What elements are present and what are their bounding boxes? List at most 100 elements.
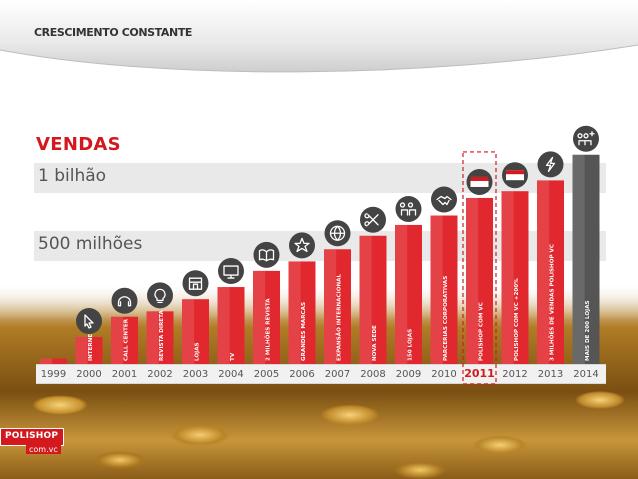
store-icon	[188, 277, 203, 290]
bar-label-2011: POLISHOP COM VC	[479, 302, 485, 361]
plus-people-circle	[573, 125, 599, 152]
store-logo-icon	[506, 170, 524, 181]
highlight-box-2011	[462, 151, 497, 385]
handshake-circle	[431, 186, 457, 213]
logo-brand: POLISHOP	[5, 431, 59, 441]
bar-label-2006: GRANDES MARCAS	[301, 302, 307, 361]
bar-2014	[572, 154, 600, 364]
header-swoosh	[0, 44, 638, 90]
bar-shine-2009	[395, 224, 408, 364]
cursor-icon	[84, 314, 94, 329]
bar-label-2003: LOJAS	[195, 342, 201, 361]
bar-2011	[466, 197, 493, 364]
bar-shine-2003	[182, 299, 195, 364]
lightning-circle	[537, 151, 564, 178]
bar-label-2010: PARCERIAS CORPORATIVAS	[443, 276, 449, 361]
year-label-1999: 1999	[41, 369, 66, 380]
bar-2000	[75, 337, 103, 364]
bar-label-2002: REVISTA DIRETA	[159, 310, 165, 361]
year-label-2013: 2013	[538, 369, 563, 380]
bar-shine-2002	[146, 311, 159, 364]
bar-2004	[217, 287, 245, 364]
bar-2010	[430, 215, 458, 364]
bar-shine-2001	[111, 316, 124, 364]
bar-label-2008: NOVA SEDE	[372, 325, 378, 361]
star-icon	[294, 237, 310, 253]
year-label-2014: 2014	[573, 369, 598, 380]
globe-icon	[329, 225, 346, 241]
book-icon	[258, 249, 275, 262]
bar-2012	[501, 191, 529, 364]
bar-label-2004: TV	[230, 352, 236, 361]
year-label-2001: 2001	[112, 369, 137, 380]
bar-label-2012: POLISHOP COM VC +200%	[514, 278, 520, 361]
bar-label-2009: 150 LOJAS	[408, 329, 414, 361]
bar-2002	[146, 311, 174, 364]
bar-label-2005: 2 MILHÕES REVISTA	[265, 298, 272, 361]
bar-label-2013: 3 MILHÕES DE VENDAS POLISHOP VC	[549, 244, 556, 361]
polishop-logo-icon-stripe	[470, 176, 489, 181]
bar-shine-2007	[324, 249, 337, 364]
plus-people-icon	[577, 131, 595, 146]
page-title: CRESCIMENTO CONSTANTE	[34, 26, 193, 39]
bar-label-2001: CALL CENTER	[124, 318, 130, 361]
bar-shine-1999	[40, 358, 53, 364]
bar-label-2000: INTERNET	[88, 330, 94, 361]
lightning-icon	[545, 156, 556, 173]
year-label-2005: 2005	[254, 369, 279, 380]
bar-shine-2010	[430, 215, 443, 364]
bar-shine-2000	[75, 337, 88, 364]
year-label-2004: 2004	[218, 369, 243, 380]
bar-2006	[288, 261, 316, 364]
handshake-icon	[436, 195, 452, 206]
year-label-2008: 2008	[360, 369, 385, 380]
lightbulb-circle	[147, 282, 173, 309]
bar-2003	[182, 299, 209, 364]
year-label-2002: 2002	[147, 369, 172, 380]
tv-circle	[218, 258, 244, 285]
logo-box: POLISHOP	[0, 428, 64, 446]
year-label-2007: 2007	[325, 369, 350, 380]
year-label-2000: 2000	[76, 369, 101, 380]
bar-shine-2014	[572, 154, 585, 364]
bar-shine-2005	[253, 270, 266, 364]
chart-title: VENDAS	[36, 134, 121, 155]
tv-icon	[223, 265, 239, 279]
polishop-logo: POLISHOP com.vc	[0, 428, 72, 458]
bar-shine-2013	[537, 180, 550, 364]
bar-2008	[359, 235, 387, 364]
year-label-2006: 2006	[289, 369, 314, 380]
bar-2005	[253, 270, 280, 364]
bar-shine-2012	[501, 191, 514, 364]
star-circle	[289, 232, 315, 259]
coins-fade	[0, 280, 638, 320]
people-circle	[395, 195, 422, 222]
bar-1999	[40, 358, 67, 364]
people-icon	[399, 202, 417, 216]
bar-label-2007: EXPANSÃO INTERNACIONAL	[336, 274, 343, 361]
logo-sub: com.vc	[26, 445, 61, 454]
year-label-2009: 2009	[396, 369, 421, 380]
bar-label-2014: MAIS DE 200 LOJAS	[585, 300, 591, 361]
polishop-logo-icon	[470, 176, 489, 187]
bar-shine-2004	[217, 287, 230, 364]
store-circle	[182, 270, 209, 297]
year-label-2010: 2010	[431, 369, 456, 380]
bar-shine-2006	[288, 261, 301, 364]
year-label-2011: 2011	[464, 367, 495, 380]
headset-circle	[111, 287, 138, 314]
bar-2001	[111, 316, 138, 364]
scissors-icon	[364, 213, 379, 227]
level-label-500m: 500 milhões	[38, 234, 143, 254]
cursor-circle	[76, 308, 102, 334]
lightbulb-icon	[154, 288, 166, 304]
bar-shine-2011	[466, 197, 479, 364]
bar-2009	[395, 224, 422, 364]
year-label-2003: 2003	[183, 369, 208, 380]
bar-2007	[324, 249, 351, 364]
bar-shine-2008	[359, 235, 372, 364]
store-logo-icon-stripe	[506, 170, 524, 175]
level-label-1b: 1 bilhão	[38, 166, 107, 186]
year-label-2012: 2012	[502, 369, 527, 380]
